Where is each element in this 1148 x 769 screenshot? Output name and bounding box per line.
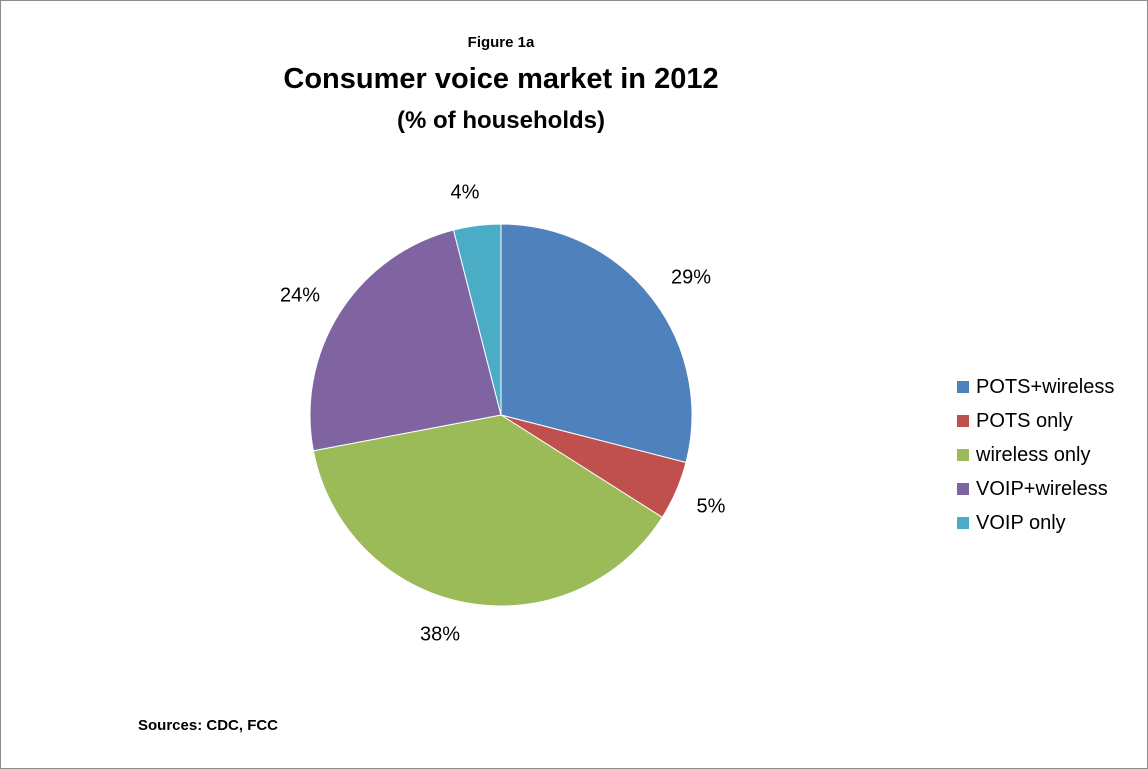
data-label-voip-wireless: 24%	[280, 284, 320, 306]
legend: POTS+wireless POTS only wireless only VOIP+…	[957, 370, 1114, 540]
legend-swatch	[957, 449, 969, 461]
data-label-wireless-only: 38%	[420, 623, 460, 645]
pie-slice-wireless-only	[312, 414, 663, 607]
legend-item: VOIP+wireless	[957, 472, 1114, 506]
data-label-pots-wireless: 29%	[671, 266, 711, 288]
pie-slice-pots-wireless	[500, 223, 693, 464]
legend-swatch	[957, 517, 969, 529]
legend-label: POTS only	[976, 409, 1073, 432]
pie-data-labels: 29% 5% 38% 24% 4%	[280, 181, 726, 645]
legend-label: VOIP+wireless	[976, 477, 1108, 500]
legend-label: wireless only	[976, 443, 1091, 466]
chart-title: Consumer voice market in 2012	[283, 63, 719, 95]
figure-label: Figure 1a	[467, 34, 535, 51]
pie-slice-voip-only	[452, 223, 502, 416]
pie-chart: 29% 5% 38% 24% 4%	[280, 181, 726, 645]
legend-item: POTS+wireless	[957, 370, 1114, 404]
legend-swatch	[957, 381, 969, 393]
legend-swatch	[957, 483, 969, 495]
source-note: Sources: CDC, FCC	[138, 717, 279, 734]
legend-label: VOIP only	[976, 511, 1066, 534]
pie-slice-voip-wireless	[309, 229, 502, 452]
legend-item: wireless only	[957, 438, 1114, 472]
legend-item: POTS only	[957, 404, 1114, 438]
legend-item: VOIP only	[957, 506, 1114, 540]
legend-label: POTS+wireless	[976, 375, 1115, 398]
chart-subtitle: (% of households)	[397, 107, 605, 134]
legend-swatch	[957, 415, 969, 427]
data-label-pots-only: 5%	[697, 495, 726, 517]
data-label-voip-only: 4%	[451, 181, 480, 203]
pie-slices	[309, 223, 693, 607]
